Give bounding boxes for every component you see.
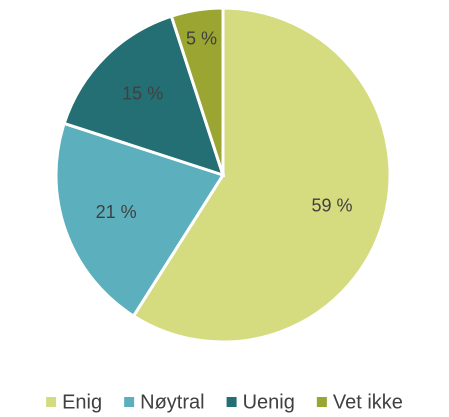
data-label: 59 % bbox=[312, 195, 353, 215]
legend-swatch bbox=[316, 397, 327, 407]
legend-label: Vet ikke bbox=[333, 391, 403, 413]
pie-slice bbox=[169, 6, 225, 176]
legend-label: Uenig bbox=[243, 391, 295, 413]
legend-swatch bbox=[226, 397, 237, 407]
legend-swatch bbox=[124, 397, 135, 407]
pie-slice bbox=[54, 121, 226, 319]
pie-slice bbox=[131, 6, 392, 344]
data-label: 21 % bbox=[96, 202, 137, 222]
legend-label: Enig bbox=[62, 391, 102, 413]
legend-label: Nøytral bbox=[140, 391, 204, 413]
legend-swatch bbox=[46, 397, 57, 407]
data-label: 5 % bbox=[186, 28, 217, 48]
data-label: 15 % bbox=[122, 83, 163, 103]
